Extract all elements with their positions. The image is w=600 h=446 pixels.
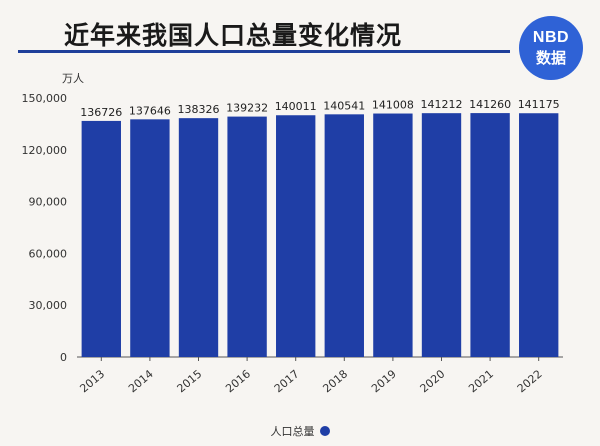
y-tick-label: 0 (60, 351, 67, 364)
y-tick-label: 60,000 (29, 247, 68, 260)
x-tick-label: 2019 (369, 367, 399, 395)
logo-text-data: 数据 (535, 50, 566, 67)
bar (227, 116, 267, 357)
y-tick-label: 120,000 (22, 144, 68, 157)
bar-value-label: 137646 (129, 104, 171, 117)
bar (276, 115, 316, 357)
bar (324, 114, 364, 357)
x-tick-label: 2017 (272, 367, 302, 395)
x-tick-label: 2021 (466, 367, 496, 395)
bar (519, 113, 559, 358)
y-tick-label: 150,000 (22, 92, 68, 105)
bar (421, 113, 462, 357)
x-tick-label: 2016 (223, 367, 253, 395)
chart-title: 近年来我国人口总量变化情况 (64, 21, 403, 50)
bar-value-label: 141212 (421, 98, 463, 111)
x-tick-label: 2015 (175, 367, 205, 395)
bar-value-label: 140011 (275, 100, 317, 113)
y-axis-unit: 万人 (62, 72, 84, 85)
bar-value-label: 141008 (372, 99, 414, 112)
bar (373, 113, 413, 357)
bar (178, 118, 219, 357)
y-tick-label: 30,000 (29, 299, 68, 312)
x-tick-label: 2022 (515, 367, 545, 395)
bar-value-label: 136726 (80, 106, 122, 119)
bar (130, 119, 170, 357)
bar-value-label: 139232 (226, 102, 268, 115)
legend-marker (319, 426, 330, 436)
bar-value-label: 141260 (469, 98, 511, 111)
bar (470, 113, 510, 357)
bar-value-label: 138326 (178, 103, 220, 116)
legend-label: 人口总量 (270, 425, 315, 438)
nbd-logo: NBD 数据 (519, 16, 583, 80)
legend: 人口总量 (0, 423, 600, 439)
bar-value-label: 140541 (323, 99, 365, 112)
bar (81, 120, 121, 358)
logo-text-nbd: NBD (532, 29, 570, 46)
bar-value-label: 141175 (518, 98, 560, 111)
x-tick-label: 2020 (418, 367, 448, 395)
x-tick-label: 2013 (77, 367, 107, 395)
y-tick-label: 90,000 (29, 196, 68, 209)
x-tick-label: 2018 (320, 367, 350, 395)
title-underline (18, 50, 510, 53)
x-tick-label: 2014 (126, 367, 156, 395)
